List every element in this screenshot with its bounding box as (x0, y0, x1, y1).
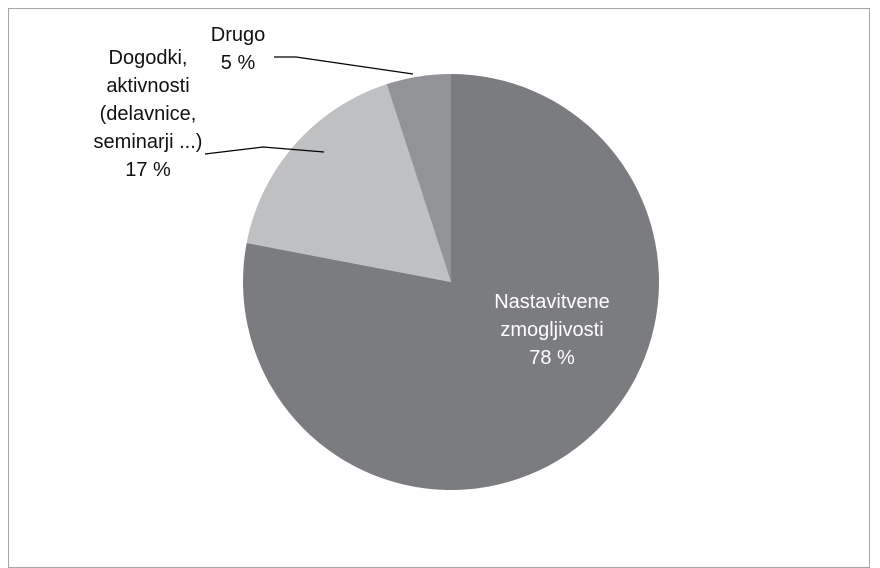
slice-label-3: Drugo 5 % (211, 24, 265, 74)
leader-line-2 (204, 146, 325, 155)
slice-label-1: Nastavitvene zmogljivosti 78 % (494, 291, 610, 369)
pie-slice-3 (386, 74, 451, 282)
slice-value-label: 5 % (221, 52, 256, 74)
slice-name-line: Nastavitvene (494, 291, 610, 313)
pie-slice-1 (243, 74, 660, 491)
pie-slice-2 (246, 84, 451, 283)
leader-line-3 (274, 56, 414, 75)
slice-name-line: zmogljivosti (500, 319, 603, 341)
slice-name-line: (delavnice, (100, 103, 197, 125)
slice-value-label: 78 % (529, 347, 575, 369)
slice-name-line: aktivnosti (106, 75, 189, 97)
slice-name-line: Drugo (211, 24, 265, 46)
slice-label-2: Dogodki, aktivnosti (delavnice, seminarji .… (94, 47, 203, 181)
slice-name-line: Dogodki, (109, 47, 188, 69)
pie-chart: Nastavitvene zmogljivosti 78 % Dogodki, akti… (94, 24, 660, 491)
slice-value-label: 17 % (125, 159, 171, 181)
slice-name-line: seminarji ...) (94, 131, 203, 153)
